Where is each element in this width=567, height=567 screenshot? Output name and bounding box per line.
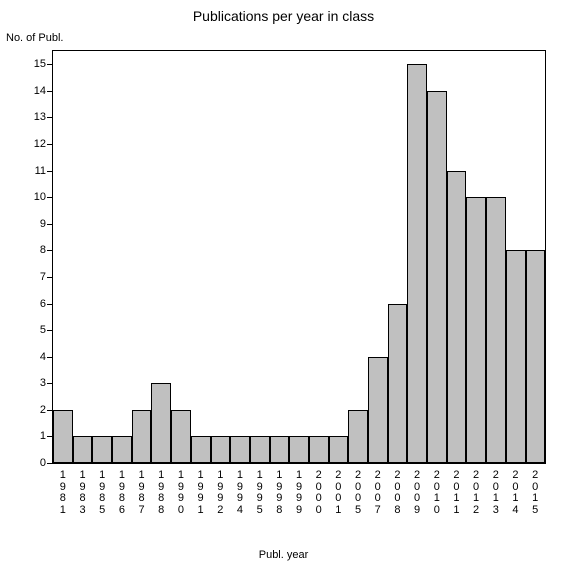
x-tick-label: 2010 <box>432 470 442 516</box>
y-axis-label: No. of Publ. <box>6 32 63 44</box>
bar <box>53 410 73 463</box>
bar <box>526 250 546 463</box>
bars-group <box>53 51 545 463</box>
bar <box>447 171 467 463</box>
y-tick-label: 1 <box>6 430 46 442</box>
bar <box>466 197 486 463</box>
y-tick-label: 4 <box>6 351 46 363</box>
chart-container: Publications per year in class No. of Pu… <box>0 0 567 567</box>
bar <box>92 436 112 463</box>
x-tick-label: 1991 <box>196 470 206 516</box>
y-tick-label: 0 <box>6 457 46 469</box>
y-ticks: 0123456789101112131415 <box>0 50 52 464</box>
y-tick-label: 6 <box>6 298 46 310</box>
y-tick-label: 10 <box>6 191 46 203</box>
y-tick-label: 3 <box>6 377 46 389</box>
bar <box>270 436 290 463</box>
bar <box>309 436 329 463</box>
bar <box>427 91 447 463</box>
bar <box>388 304 408 463</box>
x-tick-label: 2008 <box>392 470 402 516</box>
x-tick-label: 2011 <box>451 470 461 516</box>
x-tick-label: 1985 <box>97 470 107 516</box>
y-tick-label: 7 <box>6 271 46 283</box>
x-axis-label: Publ. year <box>0 549 567 561</box>
bar <box>151 383 171 463</box>
x-tick-label: 2009 <box>412 470 422 516</box>
bar <box>407 64 427 463</box>
y-tick-label: 14 <box>6 85 46 97</box>
bar <box>368 357 388 463</box>
x-tick-label: 1999 <box>294 470 304 516</box>
x-tick-label: 2012 <box>471 470 481 516</box>
y-tick-label: 5 <box>6 324 46 336</box>
bar <box>506 250 526 463</box>
x-tick-label: 2000 <box>314 470 324 516</box>
y-tick-label: 2 <box>6 404 46 416</box>
x-tick-label: 1983 <box>78 470 88 516</box>
bar <box>73 436 93 463</box>
y-tick-label: 11 <box>6 165 46 177</box>
x-tick-label: 2013 <box>491 470 501 516</box>
x-tick-label: 1994 <box>235 470 245 516</box>
x-tick-label: 1995 <box>255 470 265 516</box>
y-tick-label: 8 <box>6 244 46 256</box>
plot-area <box>52 50 546 464</box>
bar <box>486 197 506 463</box>
bar <box>289 436 309 463</box>
bar <box>230 436 250 463</box>
x-tick-label: 1998 <box>274 470 284 516</box>
x-tick-label: 1988 <box>156 470 166 516</box>
x-tick-label: 1990 <box>176 470 186 516</box>
x-tick-label: 2015 <box>530 470 540 516</box>
y-tick-label: 13 <box>6 111 46 123</box>
bar <box>250 436 270 463</box>
x-tick-label: 1986 <box>117 470 127 516</box>
bar <box>348 410 368 463</box>
bar <box>211 436 231 463</box>
x-tick-label: 1987 <box>137 470 147 516</box>
bar <box>171 410 191 463</box>
y-tick-label: 12 <box>6 138 46 150</box>
bar <box>132 410 152 463</box>
x-tick-label: 2001 <box>333 470 343 516</box>
bar <box>329 436 349 463</box>
chart-title: Publications per year in class <box>0 8 567 24</box>
x-tick-label: 2005 <box>353 470 363 516</box>
x-ticks: 1981 1983 1985 1986 1987 1988 1990 1991 1992 1994… <box>52 466 546 536</box>
bar <box>112 436 132 463</box>
x-tick-label: 1992 <box>215 470 225 516</box>
x-tick-label: 2007 <box>373 470 383 516</box>
y-tick-label: 15 <box>6 58 46 70</box>
x-tick-label: 2014 <box>510 470 520 516</box>
y-tick-label: 9 <box>6 218 46 230</box>
bar <box>191 436 211 463</box>
x-tick-label: 1981 <box>58 470 68 516</box>
